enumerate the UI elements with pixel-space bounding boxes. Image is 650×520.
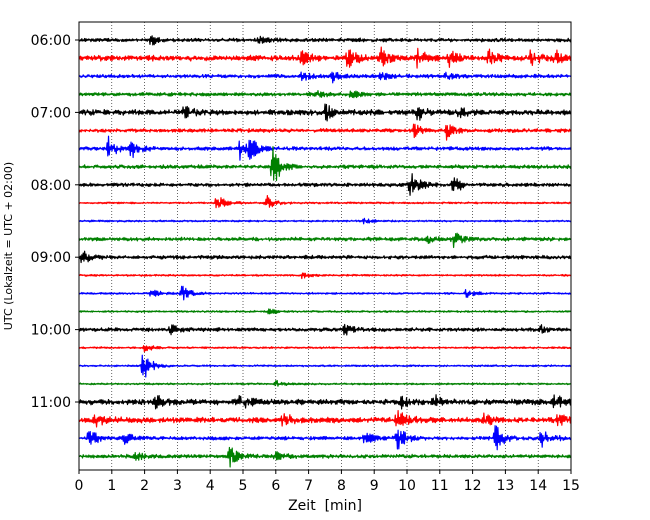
x-tick-label: 2 — [140, 478, 149, 494]
seismic-trace-0915 — [78, 272, 572, 280]
x-tick-label: 8 — [337, 478, 346, 494]
x-tick-label: 7 — [304, 478, 313, 494]
seismic-trace-0830 — [78, 217, 572, 225]
x-tick-label: 9 — [370, 478, 379, 494]
x-tick-label: 11 — [431, 478, 449, 494]
seismic-trace-1115 — [78, 410, 572, 428]
seismic-trace-0945 — [78, 308, 572, 315]
y-tick-label: 11:00 — [31, 395, 71, 411]
plot-frame — [78, 21, 572, 471]
y-axis-label: UTC (Lokalzeit = UTC + 02:00) — [2, 162, 15, 330]
seismic-trace-0930 — [78, 285, 572, 301]
seismic-trace-1130 — [78, 425, 572, 451]
x-tick-label: 12 — [464, 478, 482, 494]
seismic-trace-0745 — [78, 146, 572, 182]
seismic-trace-0815 — [78, 194, 572, 209]
y-tick-label: 09:00 — [31, 250, 71, 266]
x-axis-ticks: 0 1 2 3 4 5 6 7 8 9 10 11 12 13 14 15 — [75, 470, 580, 494]
seismic-trace-0730 — [78, 135, 572, 161]
x-tick-label: 3 — [173, 478, 182, 494]
seismic-trace-0700 — [78, 103, 572, 122]
seismic-trace-1100 — [78, 394, 572, 410]
seismic-trace-0645 — [78, 90, 572, 99]
seismic-trace-1000 — [78, 323, 572, 336]
seismic-trace-0800 — [78, 173, 572, 196]
y-tick-label: 10:00 — [31, 323, 71, 339]
y-tick-label: 07:00 — [31, 105, 71, 121]
seismic-trace-0615 — [78, 46, 572, 69]
x-tick-label: 6 — [271, 478, 280, 494]
seismic-trace-0715 — [78, 123, 572, 141]
x-tick-label: 4 — [206, 478, 215, 494]
x-tick-label: 15 — [562, 478, 580, 494]
seismic-trace-1045 — [78, 380, 572, 387]
x-tick-label: 13 — [496, 478, 514, 494]
x-tick-label: 0 — [75, 478, 84, 494]
x-axis-label: Zeit [min] — [288, 498, 362, 514]
x-tick-label: 14 — [529, 478, 547, 494]
seismic-trace-0900 — [78, 250, 572, 264]
y-axis-ticks: 06:00 07:00 08:00 09:00 10:00 11:00 — [31, 33, 79, 411]
seismic-trace-1015 — [78, 345, 572, 353]
x-tick-label: 5 — [239, 478, 248, 494]
y-tick-label: 06:00 — [31, 33, 71, 49]
seismic-trace-0600 — [78, 35, 572, 46]
seismic-trace-0845 — [78, 232, 572, 249]
x-tick-label: 1 — [107, 478, 116, 494]
seismic-trace-1030 — [78, 354, 572, 378]
trace-group — [78, 35, 572, 468]
x-tick-label: 10 — [398, 478, 416, 494]
y-tick-label: 08:00 — [31, 178, 71, 194]
seismic-trace-1145 — [78, 446, 572, 468]
seismic-trace-0630 — [78, 71, 572, 84]
